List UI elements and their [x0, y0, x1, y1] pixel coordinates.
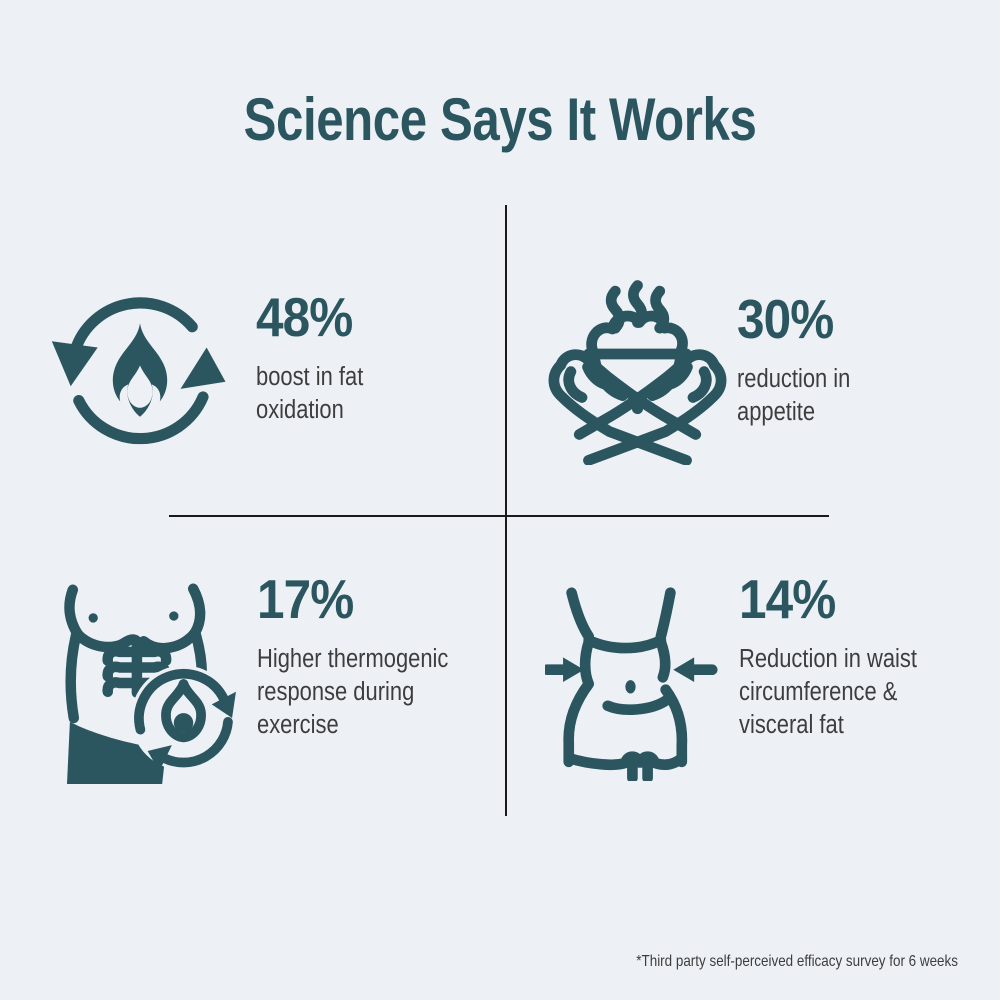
stat-label: reduction in appetite	[737, 365, 851, 426]
stat-text-appetite: 30% reduction in appetite	[737, 292, 869, 429]
page-title: Science Says It Works	[243, 86, 757, 153]
abs-flame-cycle-icon	[53, 582, 248, 784]
hands-refusing-food-icon	[545, 280, 730, 466]
stat-text-fat-oxidation: 48% boost in fat oxidation	[256, 290, 381, 427]
stat-value: 30%	[737, 288, 834, 350]
flame-cycle-icon	[50, 287, 230, 453]
vertical-divider	[505, 205, 507, 816]
footnote: *Third party self-perceived efficacy sur…	[636, 953, 958, 970]
horizontal-divider	[169, 515, 829, 517]
stat-value: 14%	[739, 568, 836, 630]
stat-text-thermogenic: 17% Higher thermogenic response during e…	[257, 572, 480, 742]
waist-slimming-icon	[541, 585, 735, 784]
stat-label: Higher thermogenic response during exerc…	[257, 645, 449, 739]
stat-text-waist: 14% Reduction in waist circumference & v…	[739, 572, 946, 742]
stat-value: 17%	[257, 568, 354, 630]
stat-label: Reduction in waist circumference & visce…	[739, 645, 917, 739]
stat-label: boost in fat oxidation	[256, 363, 364, 424]
stat-value: 48%	[256, 286, 353, 348]
